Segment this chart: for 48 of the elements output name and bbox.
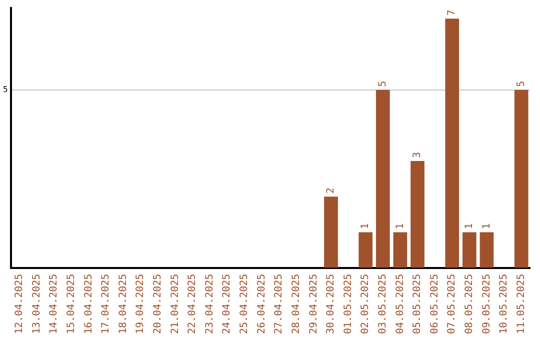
x-tick-label: 09.05.2025 (481, 274, 492, 334)
data-label: 5 (516, 80, 527, 87)
bar (445, 18, 460, 268)
data-label: 1 (360, 223, 372, 230)
data-label: 1 (394, 223, 406, 230)
data-label: 1 (481, 223, 492, 230)
x-tick-label: 11.05.2025 (516, 274, 527, 334)
bar (462, 232, 476, 268)
bar (514, 90, 528, 268)
x-tick-label: 27.04.2025 (274, 274, 285, 334)
data-label: 3 (412, 152, 424, 158)
data-label: 1 (464, 223, 476, 230)
data-label: 7 (446, 10, 458, 16)
x-tick-label: 02.05.2025 (360, 274, 372, 334)
x-tick-label: 30.04.2025 (326, 274, 337, 334)
x-tick-label: 23.04.2025 (204, 274, 216, 334)
x-tick-label: 17.04.2025 (100, 274, 112, 334)
x-tick-label: 24.04.2025 (222, 274, 233, 334)
x-tick-label: 12.04.2025 (14, 274, 26, 334)
x-tick-label: 10.05.2025 (498, 274, 510, 334)
x-tick-label: 25.04.2025 (239, 274, 250, 334)
x-tick-label: 29.04.2025 (308, 274, 320, 334)
x-tick-label: 21.04.2025 (170, 274, 181, 334)
bar (324, 196, 338, 268)
x-tick-label: 15.04.2025 (66, 274, 77, 334)
x-tick-label: 13.04.2025 (31, 274, 42, 334)
x-tick-label: 14.04.2025 (48, 274, 60, 334)
data-label: 5 (377, 80, 388, 87)
x-tick-label: 06.05.2025 (429, 274, 440, 334)
x-tick-label: 22.04.2025 (187, 274, 198, 334)
x-tick-label: 01.05.2025 (342, 274, 354, 334)
bar (358, 232, 373, 268)
x-tick-label: 20.04.2025 (152, 274, 164, 334)
x-tick-label: 08.05.2025 (464, 274, 476, 334)
x-tick-label: 26.04.2025 (256, 274, 268, 334)
x-tick-label: 28.04.2025 (290, 274, 302, 334)
x-tick-label: 03.05.2025 (377, 274, 388, 334)
x-tick-label: 18.04.2025 (118, 274, 129, 334)
x-tick-label: 16.04.2025 (83, 274, 94, 334)
bar (393, 232, 408, 268)
bar (376, 90, 390, 268)
x-tick-label: 07.05.2025 (446, 274, 458, 334)
x-tick-label: 04.05.2025 (394, 274, 406, 334)
bar (410, 161, 424, 268)
data-label: 2 (326, 188, 337, 194)
bar (480, 232, 494, 268)
x-tick-label: 19.04.2025 (135, 274, 146, 334)
x-tick-label: 05.05.2025 (412, 274, 424, 334)
